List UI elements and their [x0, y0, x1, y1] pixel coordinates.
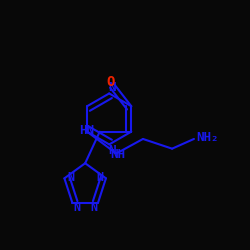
Text: N: N	[108, 81, 116, 94]
Text: N: N	[91, 201, 98, 214]
Text: N: N	[67, 170, 74, 183]
Text: O: O	[106, 75, 115, 89]
Text: N: N	[74, 201, 81, 214]
Text: N: N	[96, 170, 104, 183]
Text: HN: HN	[79, 124, 94, 137]
Text: NH₂: NH₂	[196, 130, 218, 143]
Text: NH: NH	[110, 148, 125, 161]
Text: N: N	[108, 144, 116, 157]
